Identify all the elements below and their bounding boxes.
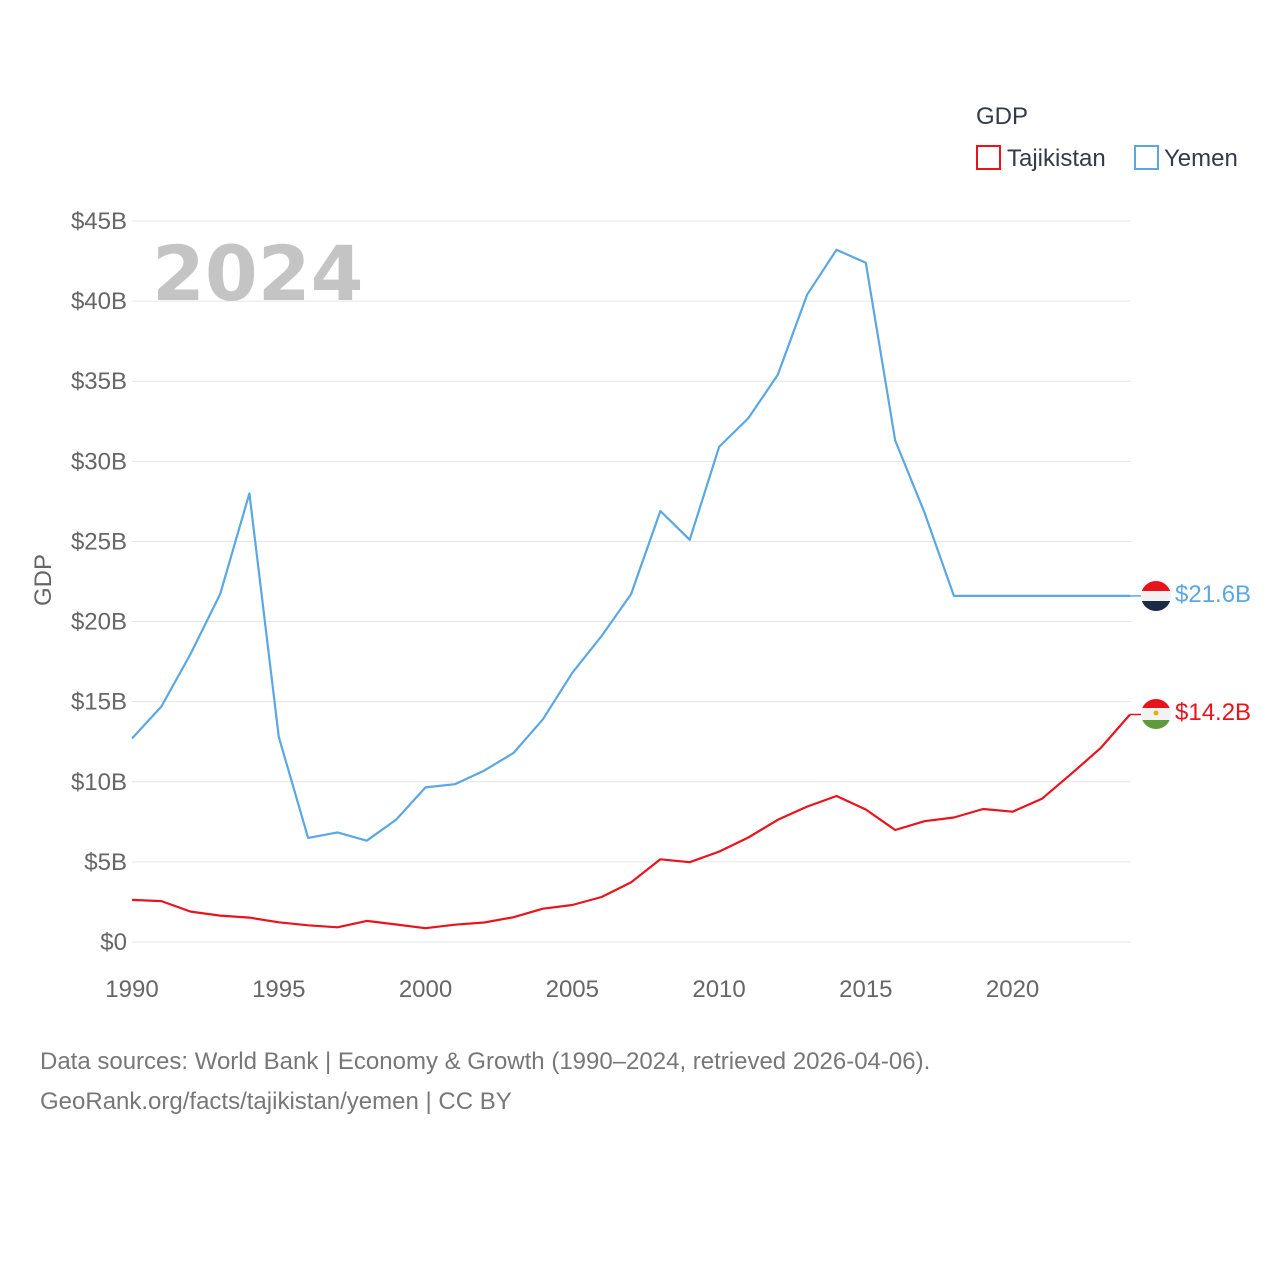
x-tick-label: 2020 (986, 976, 1039, 1003)
y-tick-label: $0 (100, 929, 127, 956)
source-line-data: Data sources: World Bank | Economy & Gro… (40, 1048, 931, 1075)
x-tick-label: 2010 (692, 976, 745, 1003)
series-line-tajikistan (131, 713, 1131, 930)
yemen-end-value-label: $21.6B (1175, 581, 1251, 608)
source-line-link[interactable]: GeoRank.org/facts/tajikistan/yemen | CC … (40, 1088, 512, 1115)
x-axis-ticks: 1990 1995 2000 2005 2010 2015 2020 (105, 976, 1039, 1003)
legend-swatch-tajikistan (976, 145, 1001, 170)
legend: GDP Tajikistan Yemen (976, 103, 1238, 172)
y-tick-label: $30B (71, 448, 127, 475)
y-tick-label: $35B (71, 368, 127, 395)
legend-label-tajikistan: Tajikistan (1007, 145, 1106, 172)
yemen-flag-icon (1141, 581, 1171, 611)
series-line-yemen (131, 248, 1130, 842)
y-tick-label: $5B (84, 849, 127, 876)
gridlines (132, 220, 1131, 943)
y-tick-label: $45B (71, 208, 127, 235)
y-tick-label: $20B (71, 609, 127, 636)
legend-swatch-yemen (1134, 145, 1159, 170)
x-tick-label: 2005 (546, 976, 599, 1003)
y-tick-label: $40B (71, 288, 127, 315)
y-tick-label: $10B (71, 769, 127, 796)
x-tick-label: 1995 (252, 976, 305, 1003)
legend-label-yemen: Yemen (1164, 145, 1238, 172)
x-tick-label: 2015 (839, 976, 892, 1003)
source-note: Data sources: World Bank | Economy & Gro… (40, 1042, 930, 1122)
year-label: 2024 (152, 229, 364, 318)
x-tick-label: 1990 (105, 976, 158, 1003)
legend-title: GDP (976, 103, 1028, 130)
tajikistan-end-value-label: $14.2B (1175, 699, 1251, 726)
y-tick-label: $25B (71, 528, 127, 555)
y-tick-label: $15B (71, 689, 127, 716)
series-lines (131, 248, 1141, 930)
tajikistan-flag-icon (1141, 699, 1171, 729)
x-tick-label: 2000 (399, 976, 452, 1003)
y-axis-ticks: $0 $5B $10B $15B $20B $25B $30B $35B $40B $45B (71, 208, 127, 956)
y-axis-title: GDP (30, 554, 57, 606)
gdp-line-chart: $0 $5B $10B $15B $20B $25B $30B $35B $40B $45B 19… (30, 103, 1251, 1003)
